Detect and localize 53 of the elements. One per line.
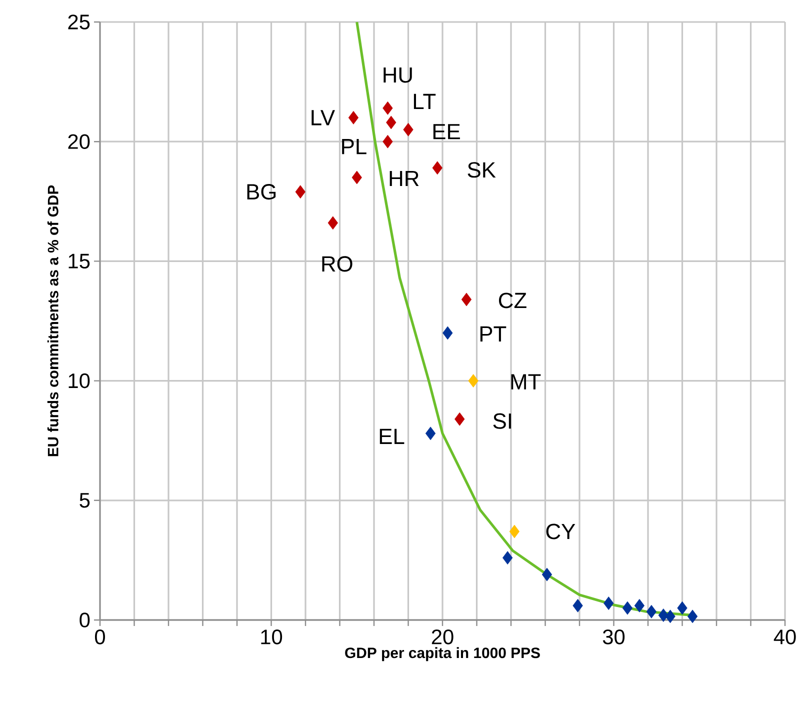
- point: [677, 601, 688, 615]
- annotation: BG: [247, 184, 276, 200]
- x-tick-label: 0: [94, 630, 105, 644]
- annotation: PT: [480, 326, 506, 342]
- annotation: EE: [433, 124, 460, 140]
- point: [604, 596, 614, 610]
- point: [352, 170, 362, 184]
- annotation: PL: [342, 139, 366, 154]
- y-tick-label: 20: [68, 134, 90, 149]
- y-tick-label: 0: [80, 612, 90, 628]
- point: [646, 604, 657, 618]
- y-tick-label: 25: [68, 14, 90, 30]
- point: [295, 185, 306, 199]
- point: [382, 134, 393, 148]
- point: [348, 110, 359, 124]
- annotation: SK: [468, 162, 496, 178]
- y-tick-label: 10: [68, 373, 90, 388]
- point: [622, 601, 633, 615]
- point: [442, 326, 453, 340]
- point: [432, 161, 442, 175]
- x-tick-label: 20: [432, 630, 454, 644]
- point: [509, 524, 520, 538]
- point: [634, 598, 645, 612]
- point: [382, 101, 393, 115]
- x-tick-label: 30: [602, 630, 625, 644]
- annotation: HR: [390, 170, 419, 186]
- point: [454, 412, 465, 426]
- x-tick-label: 10: [261, 630, 282, 644]
- point: [328, 216, 338, 230]
- annotation: CZ: [498, 292, 526, 308]
- point: [468, 374, 478, 388]
- annotation: LV: [312, 110, 335, 126]
- point: [542, 568, 552, 582]
- point: [572, 598, 583, 612]
- annotation: SI: [493, 413, 511, 429]
- annotation: RO: [322, 256, 352, 272]
- point: [461, 292, 472, 306]
- annotation: MT: [511, 374, 541, 390]
- y-axis-title: EU funds commitments as a % of GDP: [47, 185, 58, 456]
- point: [403, 122, 414, 136]
- x-axis-title: GDP per capita in 1000 PPS: [345, 647, 540, 662]
- point: [665, 610, 676, 624]
- point: [425, 426, 436, 440]
- annotation: HU: [384, 67, 412, 83]
- annotation: EL: [380, 428, 404, 444]
- annotation: LT: [414, 94, 436, 109]
- point: [687, 610, 698, 624]
- y-tick-label: 5: [80, 493, 90, 508]
- x-tick-label: 40: [774, 630, 796, 644]
- y-tick-label: 15: [68, 254, 90, 268]
- point: [386, 116, 396, 130]
- point: [502, 551, 513, 565]
- annotation: CY: [546, 524, 576, 540]
